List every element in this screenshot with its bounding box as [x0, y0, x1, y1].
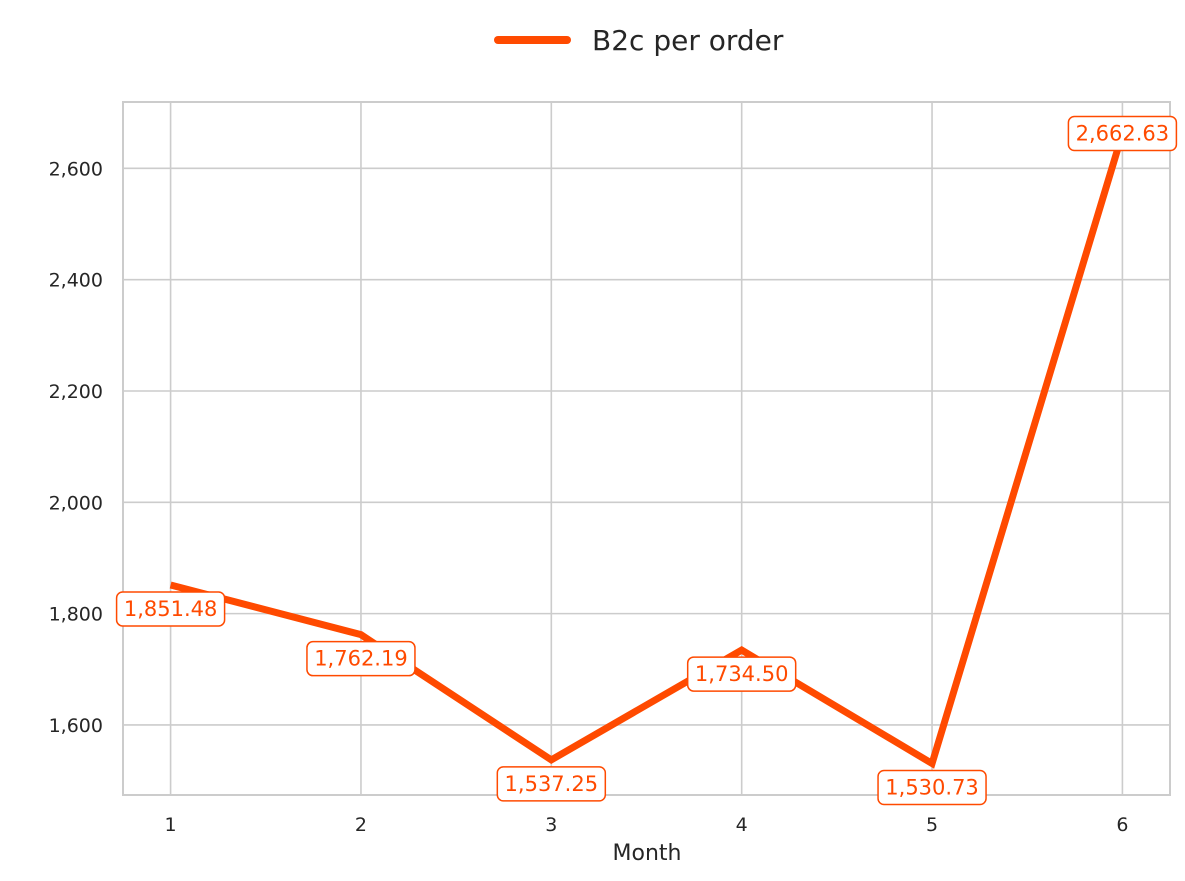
legend-label-b2c-per-order: B2c per order	[592, 24, 784, 57]
data-label-box	[686, 656, 797, 692]
data-label-box	[306, 640, 416, 677]
axes-layer: 1 2 3 4 5 6 1,600 1,800 2,000 2,200 2,400 2,600	[49, 101, 1171, 836]
y-tick-label: 2,600	[49, 158, 103, 180]
data-label-box	[496, 766, 607, 802]
y-tick-label: 1,600	[49, 715, 103, 737]
data-label-box	[877, 769, 987, 806]
y-tick-label: 1,800	[49, 604, 103, 626]
data-label: 1,734.50	[686, 656, 797, 692]
y-tick-label: 2,200	[49, 381, 103, 403]
data-label: 2,662.63	[1067, 115, 1178, 152]
data-label-text: 1,762.19	[314, 647, 408, 671]
data-label-text: 1,537.25	[505, 772, 599, 796]
legend: B2c per order	[494, 24, 784, 57]
data-label-text: 2,662.63	[1076, 122, 1170, 146]
data-labels-layer: 1,851.48 1,762.19 1,537.25 1,734.50 1,530.73…	[115, 115, 1178, 806]
x-tick-label: 5	[926, 814, 938, 836]
x-axis-label: Month	[613, 841, 682, 866]
plot-frame	[122, 101, 1171, 796]
data-label: 1,530.73	[877, 769, 987, 806]
data-label-text: 1,734.50	[695, 662, 789, 686]
series-line-b2c-per-order	[169, 132, 1126, 769]
data-label: 1,537.25	[496, 766, 607, 802]
data-label-box	[1067, 115, 1178, 152]
y-tick-label: 2,000	[49, 492, 103, 514]
data-label-text: 1,530.73	[885, 775, 979, 799]
x-tick-label: 2	[355, 814, 367, 836]
grid-layer	[123, 102, 1170, 795]
data-label-text: 1,851.48	[124, 597, 218, 621]
data-label: 1,851.48	[115, 591, 226, 627]
x-tick-label: 4	[736, 814, 748, 836]
x-tick-label: 3	[545, 814, 557, 836]
x-tick-label: 1	[165, 814, 177, 836]
data-label: 1,762.19	[306, 640, 416, 677]
x-tick-label: 6	[1116, 814, 1128, 836]
y-tick-label: 2,400	[49, 270, 103, 292]
data-label-box	[115, 591, 226, 627]
series-layer	[169, 132, 1126, 769]
